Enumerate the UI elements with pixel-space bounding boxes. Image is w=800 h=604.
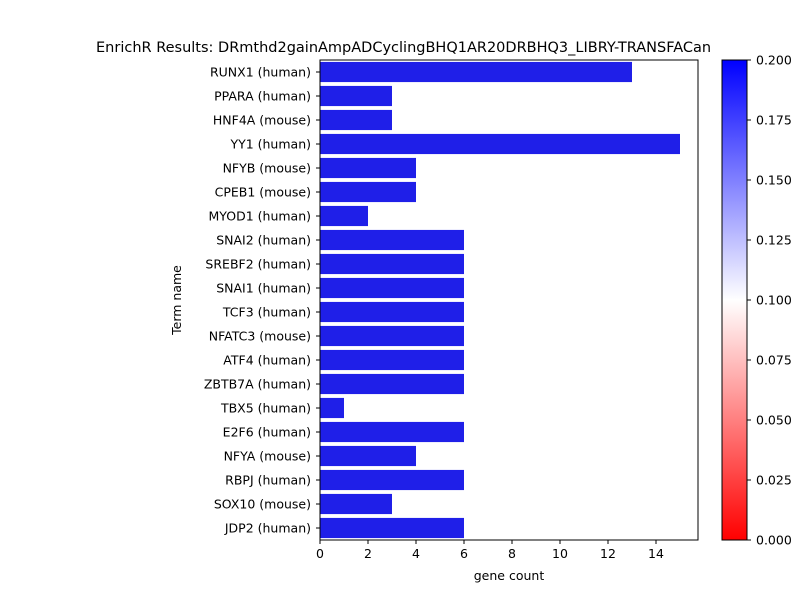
y-tick-label: ZBTB7A (human): [204, 377, 311, 392]
x-axis-label: gene count: [474, 568, 545, 583]
bar: [320, 518, 464, 538]
colorbar-tick-label: 0.100: [756, 293, 792, 308]
y-tick-label: CPEB1 (mouse): [215, 185, 311, 200]
bar: [320, 230, 464, 250]
bar: [320, 398, 344, 418]
colorbar-tick-label: 0.050: [756, 413, 792, 428]
colorbar: [722, 60, 747, 540]
y-tick-label: SREBF2 (human): [205, 257, 311, 272]
x-tick-label: 2: [364, 546, 372, 561]
bar: [320, 350, 464, 370]
y-tick-label: PPARA (human): [214, 89, 311, 104]
x-tick-label: 6: [460, 546, 468, 561]
x-tick-label: 8: [508, 546, 516, 561]
colorbar-tick-label: 0.200: [756, 53, 792, 68]
x-tick-label: 10: [552, 546, 568, 561]
x-tick-label: 12: [600, 546, 616, 561]
y-tick-label: NFYA (mouse): [224, 449, 311, 464]
bar: [320, 134, 680, 154]
bar: [320, 326, 464, 346]
y-tick-label: TCF3 (human): [222, 305, 311, 320]
bar: [320, 470, 464, 490]
colorbar-tick-layer: 0.000 0.025 0.050 0.075 0.100 0.125 0.150 0.175…: [747, 53, 792, 548]
bar: [320, 110, 392, 130]
y-tick-label: E2F6 (human): [223, 425, 311, 440]
bar: [320, 254, 464, 274]
bar: [320, 374, 464, 394]
colorbar-tick-label: 0.150: [756, 173, 792, 188]
x-tick-label: 0: [316, 546, 324, 561]
y-tick-label: TBX5 (human): [220, 401, 311, 416]
bar: [320, 302, 464, 322]
colorbar-tick-label: 0.025: [756, 473, 792, 488]
y-tick-label: RBPJ (human): [225, 473, 311, 488]
bar: [320, 62, 632, 82]
y-tick-label: JDP2 (human): [224, 521, 311, 536]
y-tick-label: RUNX1 (human): [210, 65, 311, 80]
y-tick-label: SOX10 (mouse): [214, 497, 311, 512]
colorbar-tick-label: 0.000: [756, 533, 792, 548]
colorbar-tick-label: 0.075: [756, 353, 792, 368]
bar: [320, 182, 416, 202]
bar: [320, 494, 392, 514]
y-tick-label: SNAI2 (human): [216, 233, 311, 248]
bar: [320, 86, 392, 106]
chart-title: EnrichR Results: DRmthd2gainAmpADCycling…: [96, 40, 711, 56]
bar: [320, 206, 368, 226]
colorbar-tick-label: 0.175: [756, 113, 792, 128]
y-tick-label: NFYB (mouse): [223, 161, 311, 176]
y-tick-layer: RUNX1 (human) PPARA (human) HNF4A (mouse) Y…: [204, 65, 320, 536]
x-tick-label: 14: [648, 546, 664, 561]
bar: [320, 278, 464, 298]
y-tick-label: HNF4A (mouse): [213, 113, 311, 128]
x-tick-layer: 0 2 4 6 8 10 12 14: [316, 540, 664, 561]
colorbar-tick-label: 0.125: [756, 233, 792, 248]
bar: [320, 446, 416, 466]
y-axis-label: Term name: [169, 265, 184, 336]
plot-frame: [320, 60, 698, 540]
y-tick-label: ATF4 (human): [223, 353, 311, 368]
bar: [320, 422, 464, 442]
y-tick-label: YY1 (human): [229, 137, 311, 152]
bar: [320, 158, 416, 178]
x-tick-label: 4: [412, 546, 420, 561]
y-tick-label: MYOD1 (human): [209, 209, 311, 224]
y-tick-label: NFATC3 (mouse): [209, 329, 311, 344]
bars-layer: [320, 62, 680, 538]
y-tick-label: SNAI1 (human): [216, 281, 311, 296]
